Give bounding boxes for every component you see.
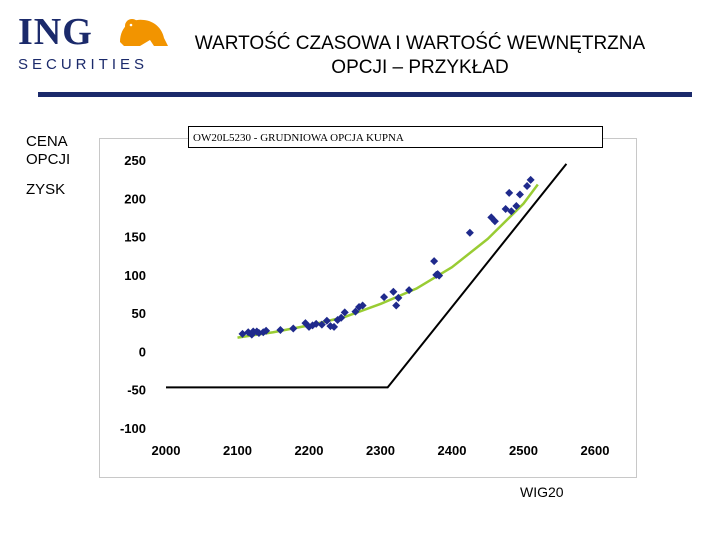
data-point bbox=[317, 320, 326, 329]
data-point bbox=[501, 205, 510, 214]
data-point bbox=[430, 257, 439, 266]
trend-line bbox=[237, 183, 539, 339]
data-point bbox=[392, 301, 401, 310]
data-point bbox=[507, 207, 516, 216]
data-point bbox=[308, 321, 317, 330]
data-point bbox=[465, 228, 474, 237]
x-tick-label: 2500 bbox=[509, 443, 538, 458]
logo-securities-text: SECURITIES bbox=[18, 56, 149, 73]
option-chart: 250 200 150 100 50 0 -50 -100 2000 2100 2200 2300 2… bbox=[120, 153, 610, 458]
data-point bbox=[330, 322, 339, 331]
data-point bbox=[289, 324, 298, 333]
data-point bbox=[515, 190, 524, 199]
y-tick-label: 200 bbox=[124, 191, 146, 206]
data-point bbox=[326, 322, 335, 331]
logo-ing-text: ING bbox=[18, 11, 93, 53]
x-tick-label: 2100 bbox=[223, 443, 252, 458]
x-tick-label: 2000 bbox=[152, 443, 181, 458]
data-point bbox=[389, 287, 398, 296]
x-tick-label: 2600 bbox=[581, 443, 610, 458]
x-tick-label: 2200 bbox=[295, 443, 324, 458]
x-tick-label: 2400 bbox=[438, 443, 467, 458]
data-point bbox=[512, 201, 521, 210]
data-point bbox=[312, 319, 321, 328]
slide-title-line2: OPCJI – PRZYKŁAD bbox=[331, 57, 509, 78]
data-point bbox=[337, 313, 346, 322]
ing-securities-logo: ING SECURITIES bbox=[14, 8, 174, 80]
data-point bbox=[322, 316, 331, 325]
y-tick-label: 150 bbox=[124, 230, 146, 245]
y-tick-label: 250 bbox=[124, 153, 146, 168]
data-point bbox=[351, 307, 360, 316]
data-point bbox=[238, 329, 247, 338]
slide-title-line1: WARTOŚĆ CZASOWA I WARTOŚĆ WEWNĘTRZNA bbox=[194, 33, 646, 54]
x-tick-label: 2300 bbox=[366, 443, 395, 458]
data-point bbox=[490, 217, 499, 226]
y-tick-label: 0 bbox=[139, 344, 146, 359]
data-point bbox=[340, 308, 349, 317]
data-point bbox=[380, 293, 389, 302]
data-point bbox=[505, 188, 514, 197]
data-point bbox=[405, 286, 414, 295]
x-axis-label: WIG20 bbox=[520, 484, 564, 500]
lion-icon bbox=[120, 19, 168, 46]
y-tick-label: -50 bbox=[127, 383, 146, 398]
title-divider bbox=[38, 92, 692, 97]
data-point bbox=[262, 326, 271, 335]
data-point bbox=[358, 301, 367, 310]
slide-title: WARTOŚĆ CZASOWA I WARTOŚĆ WEWNĘTRZNA OPC… bbox=[160, 32, 680, 80]
label-cena-opcji: CENA OPCJI bbox=[26, 133, 71, 168]
label-zysk: ZYSK bbox=[26, 181, 66, 198]
y-tick-label: 50 bbox=[132, 306, 146, 321]
payoff-line bbox=[166, 163, 568, 389]
data-point bbox=[276, 325, 285, 334]
data-point bbox=[394, 293, 403, 302]
y-tick-label: -100 bbox=[120, 421, 146, 436]
data-point bbox=[435, 271, 444, 280]
data-point bbox=[523, 182, 532, 191]
y-tick-label: 100 bbox=[124, 268, 146, 283]
chart-title: OW20L5230 - GRUDNIOWA OPCJA KUPNA bbox=[188, 126, 603, 148]
data-point bbox=[254, 329, 263, 338]
data-point bbox=[526, 175, 535, 184]
